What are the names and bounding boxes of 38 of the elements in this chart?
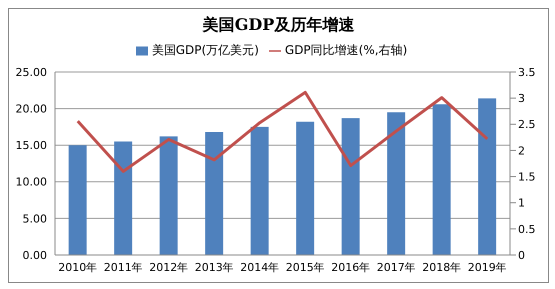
bar: [250, 126, 269, 255]
x-tick-label: 2019年: [468, 260, 507, 274]
bar: [205, 132, 224, 255]
y-tick-label: 10.00: [16, 176, 47, 189]
x-tick-label: 2013年: [194, 260, 234, 274]
y2-tick-label: 3: [518, 92, 525, 106]
x-tick-label: 2018年: [422, 260, 462, 274]
line-series: [76, 90, 489, 173]
y2-tick-label: 0: [518, 248, 525, 262]
bar: [432, 104, 451, 255]
x-tick-label: 2011年: [104, 260, 143, 274]
x-tick-label: 2015年: [286, 260, 325, 274]
bar: [160, 136, 178, 255]
x-tick-label: 2017年: [376, 260, 416, 274]
chart-title: 美国GDP及历年增速: [201, 15, 356, 36]
bar: [387, 112, 406, 255]
x-tick-label: 2010年: [58, 260, 98, 274]
bar: [114, 142, 132, 255]
y2-tick-label: 3.5: [518, 66, 536, 79]
x-tick-label: 2016年: [331, 260, 370, 274]
y-tick-label: 15.00: [16, 139, 47, 152]
legend-label: 美国GDP(万亿美元): [152, 43, 259, 57]
y-tick-label: 0.00: [22, 248, 47, 262]
y-tick-label: 20.00: [16, 102, 47, 116]
bar: [296, 122, 314, 255]
y-tick-label: 5.00: [22, 212, 47, 226]
y2-tick-label: 2.5: [518, 118, 536, 132]
bar: [478, 98, 496, 255]
bar: [68, 145, 87, 255]
y2-tick-label: 1: [518, 196, 525, 210]
x-tick-label: 2012年: [149, 260, 188, 274]
y2-tick-label: 1.5: [518, 170, 536, 184]
y-tick-label: 25.00: [16, 66, 47, 79]
y2-tick-label: 2: [518, 144, 525, 158]
y2-tick-label: 0.5: [518, 222, 536, 236]
legend-label: GDP同比增速(%,右轴): [284, 43, 408, 57]
x-tick-label: 2014年: [240, 260, 280, 274]
bar: [342, 118, 360, 255]
